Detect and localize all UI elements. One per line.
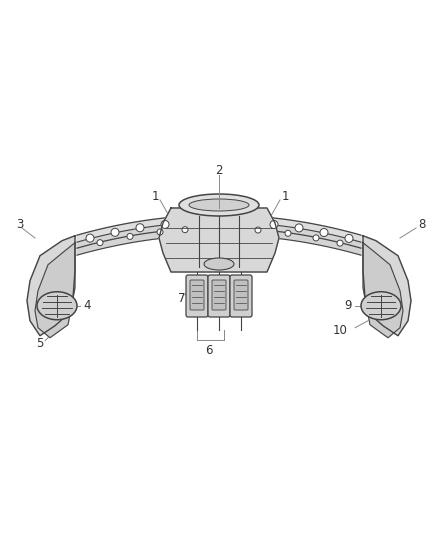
Text: 6: 6 xyxy=(205,343,213,357)
Circle shape xyxy=(320,229,328,237)
Circle shape xyxy=(255,227,261,233)
Text: 3: 3 xyxy=(16,219,24,231)
Circle shape xyxy=(161,221,169,229)
Polygon shape xyxy=(261,224,361,255)
Text: 1: 1 xyxy=(151,190,159,203)
FancyBboxPatch shape xyxy=(186,275,208,317)
Circle shape xyxy=(337,240,343,246)
FancyBboxPatch shape xyxy=(190,280,204,310)
Circle shape xyxy=(86,234,94,242)
FancyBboxPatch shape xyxy=(212,280,226,310)
Text: 9: 9 xyxy=(345,299,352,312)
Circle shape xyxy=(97,240,103,246)
Text: 7: 7 xyxy=(178,292,186,304)
Text: 4: 4 xyxy=(83,299,91,312)
Circle shape xyxy=(313,235,319,241)
Ellipse shape xyxy=(204,258,234,270)
Ellipse shape xyxy=(189,199,249,211)
Ellipse shape xyxy=(361,292,401,320)
Polygon shape xyxy=(27,236,75,336)
Circle shape xyxy=(127,233,133,239)
Circle shape xyxy=(136,224,144,232)
Text: 10: 10 xyxy=(333,324,348,337)
Polygon shape xyxy=(363,243,403,338)
Circle shape xyxy=(111,228,119,236)
Circle shape xyxy=(182,227,188,233)
Ellipse shape xyxy=(179,194,259,216)
Text: 8: 8 xyxy=(418,219,425,231)
Circle shape xyxy=(157,229,163,235)
Ellipse shape xyxy=(37,292,77,320)
Circle shape xyxy=(295,224,303,232)
FancyBboxPatch shape xyxy=(234,280,248,310)
Text: 1: 1 xyxy=(281,190,289,203)
Polygon shape xyxy=(77,224,177,255)
FancyBboxPatch shape xyxy=(230,275,252,317)
Polygon shape xyxy=(261,217,361,248)
Circle shape xyxy=(270,221,278,229)
Polygon shape xyxy=(77,217,177,248)
Circle shape xyxy=(285,230,291,236)
FancyBboxPatch shape xyxy=(208,275,230,317)
Polygon shape xyxy=(35,243,75,338)
Text: 5: 5 xyxy=(36,337,44,350)
Polygon shape xyxy=(363,236,411,336)
Polygon shape xyxy=(159,208,279,272)
Circle shape xyxy=(345,235,353,243)
Text: 2: 2 xyxy=(215,164,223,176)
